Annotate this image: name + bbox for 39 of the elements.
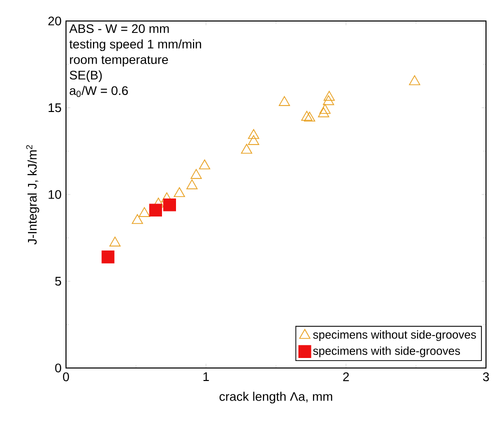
x-tick-label: 3 <box>482 372 489 382</box>
point <box>248 135 260 145</box>
point <box>109 236 121 246</box>
legend-label: specimens without side-grooves <box>313 330 476 341</box>
point <box>149 204 162 217</box>
y-tick-label: 20 <box>48 16 62 26</box>
point <box>409 75 420 86</box>
point <box>199 159 210 170</box>
y-tick-label: 15 <box>48 103 62 112</box>
point <box>248 129 260 139</box>
annotation: ABS - W = 20 mm <box>69 24 169 34</box>
x-tick-label: 1 <box>203 372 209 381</box>
y-axis-title: J-Integral J, kJ/m$^{2}$ <box>26 145 40 245</box>
x-tick-label: 0 <box>63 372 69 382</box>
point <box>138 207 150 217</box>
point <box>304 112 316 122</box>
point <box>324 90 335 101</box>
legend-label: specimens with side-grooves <box>313 346 460 358</box>
point <box>190 169 202 179</box>
point <box>319 104 331 114</box>
annotation: testing speed 1 mm/min <box>69 39 202 52</box>
point <box>132 214 143 224</box>
point <box>241 144 252 154</box>
annotation: a$_{0}$/W = 0.6 <box>70 86 128 97</box>
point <box>174 187 185 198</box>
annotation: room temperature <box>70 56 168 67</box>
point <box>318 107 330 118</box>
y-tick-label: 0 <box>55 364 62 372</box>
point <box>278 96 290 106</box>
point <box>301 110 312 121</box>
annotation: SE(B) <box>70 70 102 82</box>
y-tick-label: 5 <box>55 276 62 286</box>
point <box>322 95 334 106</box>
point <box>163 198 176 212</box>
x-tick-label: 2 <box>343 372 349 382</box>
x-axis-title: crack length Λa, mm <box>220 392 332 404</box>
y-tick-label: 10 <box>48 190 62 199</box>
point <box>102 250 114 264</box>
point <box>186 179 198 190</box>
